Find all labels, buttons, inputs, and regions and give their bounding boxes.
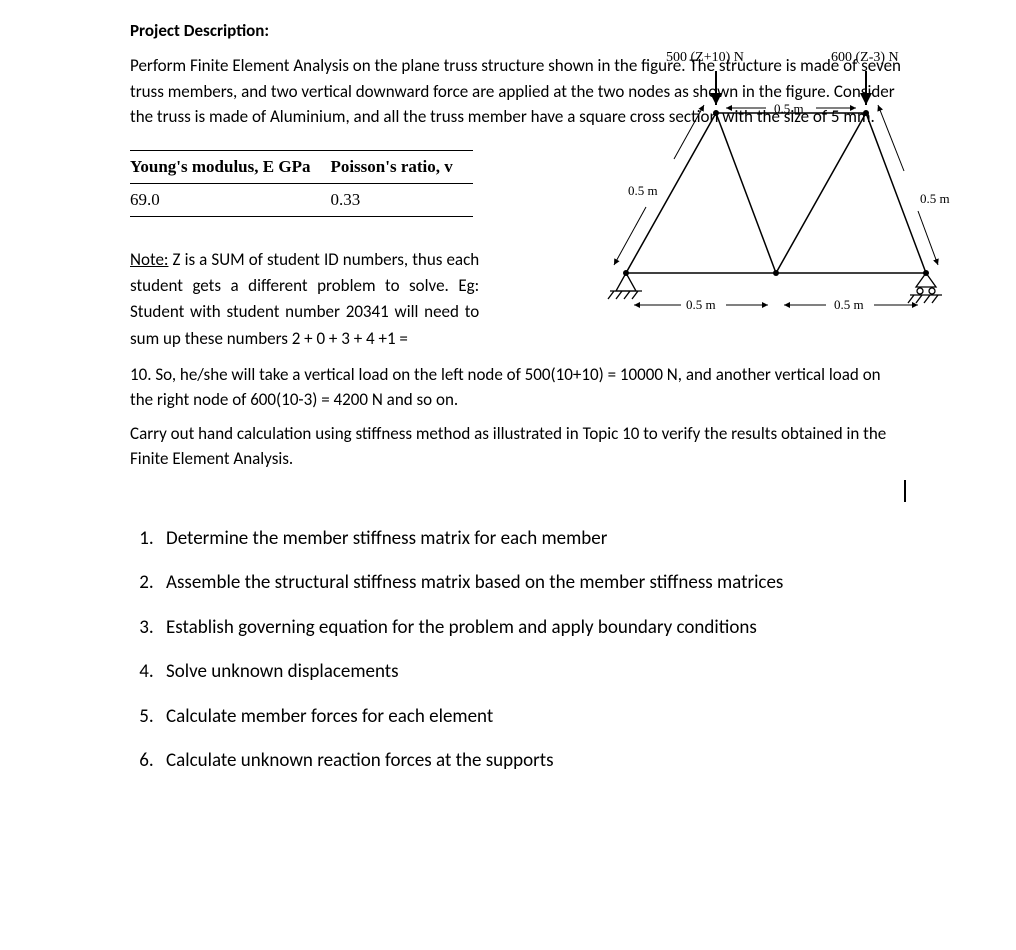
task-1: Determine the member stiffness matrix fo…	[158, 525, 906, 554]
val-poisson: 0.33	[330, 183, 472, 216]
force-left-label: 500 (Z+10) N	[666, 50, 744, 65]
task-6: Calculate unknown reaction forces at the…	[158, 747, 906, 776]
task-2: Assemble the structural stiffness matrix…	[158, 569, 906, 598]
task-3: Establish governing equation for the pro…	[158, 614, 906, 643]
dim-right-diag: 0.5 m	[920, 191, 950, 206]
material-table: Young's modulus, E GPa Poisson's ratio, …	[130, 150, 473, 217]
dim-left-diag: 0.5 m	[628, 183, 658, 198]
note-body-1: Z is a SUM of student ID numbers, thus e…	[130, 249, 479, 349]
task-4: Solve unknown displacements	[158, 658, 906, 687]
task-5: Calculate member forces for each element	[158, 703, 906, 732]
page-root: Project Description: Perform Finite Elem…	[0, 0, 1016, 815]
verify-paragraph: Carry out hand calculation using stiffne…	[130, 421, 906, 472]
force-right-label: 600 (Z-3) N	[831, 50, 899, 65]
dim-top: 0.5 m	[774, 101, 804, 116]
top-block: Perform Finite Element Analysis on the p…	[130, 53, 906, 352]
note-paragraph-top: Note: Z is a SUM of student ID numbers, …	[130, 247, 479, 352]
project-heading: Project Description:	[130, 20, 906, 41]
dim-bottom-right: 0.5 m	[834, 297, 864, 312]
note-label: Note:	[130, 249, 168, 270]
val-youngs: 69.0	[130, 183, 330, 216]
col-poisson: Poisson's ratio, v	[330, 150, 472, 183]
col-youngs: Young's modulus, E GPa	[130, 150, 330, 183]
dim-bottom-left: 0.5 m	[686, 297, 716, 312]
text-cursor	[904, 480, 906, 502]
truss-figure: 500 (Z+10) N 600 (Z-3) N 0.5 m 0.5 m	[586, 43, 966, 343]
note-body-2: 10. So, he/she will take a vertical load…	[130, 362, 906, 413]
task-list: Determine the member stiffness matrix fo…	[130, 525, 906, 776]
